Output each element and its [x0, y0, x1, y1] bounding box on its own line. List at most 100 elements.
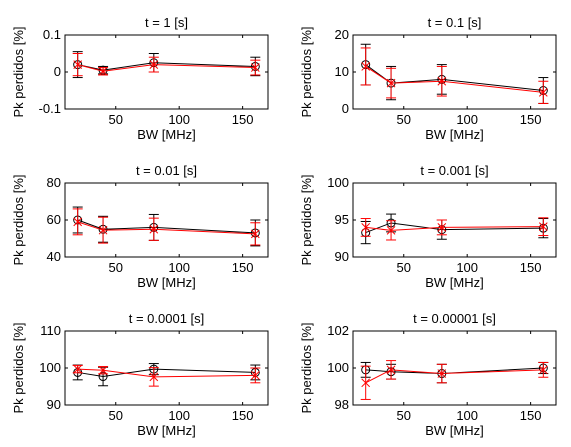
y-tick-label: 98 — [335, 397, 349, 412]
series-2 — [72, 53, 261, 77]
data-point — [250, 371, 260, 380]
marker-stroke — [98, 225, 108, 235]
axes-box — [64, 34, 269, 110]
data-point — [98, 365, 108, 375]
y-tick-label: 95 — [335, 212, 349, 227]
series-line — [77, 368, 256, 378]
x-axis-label: BW [MHz] — [137, 423, 196, 438]
x-tick-label: 100 — [456, 112, 478, 127]
series-line — [365, 226, 544, 231]
series-line — [365, 66, 544, 93]
data-point — [361, 223, 371, 232]
x-axis-label: BW [MHz] — [425, 423, 484, 438]
subplot-2: 0 10 20 50 100 150 t = 0.1 [s] BW [MHz] Pk perdi… — [299, 15, 557, 142]
marker-stroke — [437, 369, 447, 378]
marker-stroke — [386, 365, 396, 375]
data-point — [386, 78, 396, 88]
y-tick-label: 100 — [327, 175, 349, 190]
marker-stroke — [361, 62, 371, 71]
data-point — [437, 369, 447, 378]
x-axis-label: BW [MHz] — [425, 275, 484, 290]
subplot-title: t = 0.1 [s] — [428, 15, 482, 30]
data-point — [149, 224, 159, 234]
subplot-title: t = 0.001 [s] — [420, 163, 488, 178]
y-tick-label: 60 — [47, 212, 61, 227]
marker-stroke — [386, 226, 396, 235]
y-tick-label: 20 — [335, 27, 349, 42]
marker-stroke — [149, 372, 159, 382]
x-tick-label: 150 — [520, 112, 542, 127]
x-tick-label: 150 — [520, 408, 542, 423]
y-axis-label: Pk perdidos [%] — [299, 174, 314, 265]
marker-stroke — [98, 365, 108, 375]
marker-stroke — [73, 217, 83, 227]
y-tick-label: 10 — [335, 64, 349, 79]
marker-stroke — [386, 78, 396, 88]
series-2 — [72, 364, 261, 387]
y-tick-label: 40 — [47, 249, 61, 264]
x-tick-label: 150 — [232, 112, 254, 127]
data-point — [386, 226, 396, 235]
y-tick-label: 90 — [47, 397, 61, 412]
data-point — [437, 223, 447, 232]
series-2 — [360, 217, 549, 241]
y-tick-label: 100 — [39, 360, 61, 375]
y-axis-label: Pk perdidos [%] — [11, 174, 26, 265]
data-point — [538, 87, 548, 97]
x-tick-label: 150 — [520, 260, 542, 275]
y-axis-label: Pk perdidos [%] — [299, 26, 314, 117]
y-tick-label: 102 — [327, 323, 349, 338]
axes-box — [352, 330, 557, 406]
y-tick-label: 110 — [40, 323, 61, 338]
marker-stroke — [98, 66, 108, 76]
marker-stroke — [437, 223, 447, 232]
marker-stroke — [250, 229, 260, 239]
y-tick-label: 0 — [54, 64, 61, 79]
subplot-5: 90 100 110 50 100 150 t = 0.0001 [s] BW [MHz] Pk… — [11, 311, 269, 438]
series-line — [365, 64, 544, 91]
subplot-title: t = 0.00001 [s] — [413, 311, 496, 326]
marker-stroke — [73, 364, 83, 374]
x-tick-label: 50 — [397, 260, 411, 275]
y-tick-label: 80 — [47, 175, 61, 190]
subplot-4: 90 95 100 50 100 150 t = 0.001 [s] BW [MHz] Pk p… — [299, 163, 557, 290]
x-tick-label: 50 — [109, 408, 123, 423]
data-point — [361, 62, 371, 71]
axes-box — [352, 34, 557, 110]
data-point — [386, 365, 396, 375]
axes-box — [352, 182, 557, 258]
axes-box — [64, 182, 269, 258]
marker-stroke — [437, 76, 447, 86]
marker-stroke — [149, 224, 159, 234]
x-tick-label: 150 — [232, 408, 254, 423]
x-axis-label: BW [MHz] — [137, 275, 196, 290]
y-tick-label: 90 — [335, 249, 349, 264]
series-line — [365, 222, 544, 234]
series-line — [77, 219, 256, 234]
x-tick-label: 100 — [456, 408, 478, 423]
series-line — [77, 62, 256, 71]
subplot-6: 98 100 102 50 100 150 t = 0.00001 [s] BW [MHz] P… — [299, 311, 557, 438]
y-tick-label: 100 — [327, 360, 349, 375]
y-tick-label: 0.1 — [43, 27, 61, 42]
x-tick-label: 100 — [168, 408, 190, 423]
marker-stroke — [250, 371, 260, 380]
data-point — [98, 225, 108, 235]
axes-box — [64, 330, 269, 406]
x-tick-label: 100 — [456, 260, 478, 275]
subplot-1: -0.1 0 0.1 50 100 150 t = 1 [s] BW [MHz] Pk perd… — [11, 15, 269, 142]
x-tick-label: 50 — [109, 112, 123, 127]
x-tick-label: 50 — [397, 112, 411, 127]
y-axis-label: Pk perdidos [%] — [299, 322, 314, 413]
y-tick-label: -0.1 — [39, 101, 61, 116]
subplot-title: t = 1 [s] — [145, 15, 188, 30]
marker-stroke — [361, 378, 371, 388]
marker-stroke — [250, 63, 260, 72]
x-tick-label: 100 — [168, 260, 190, 275]
series-line — [365, 369, 544, 384]
series-line — [77, 64, 256, 72]
marker-stroke — [73, 60, 83, 69]
x-tick-label: 50 — [109, 260, 123, 275]
data-point — [73, 60, 83, 69]
